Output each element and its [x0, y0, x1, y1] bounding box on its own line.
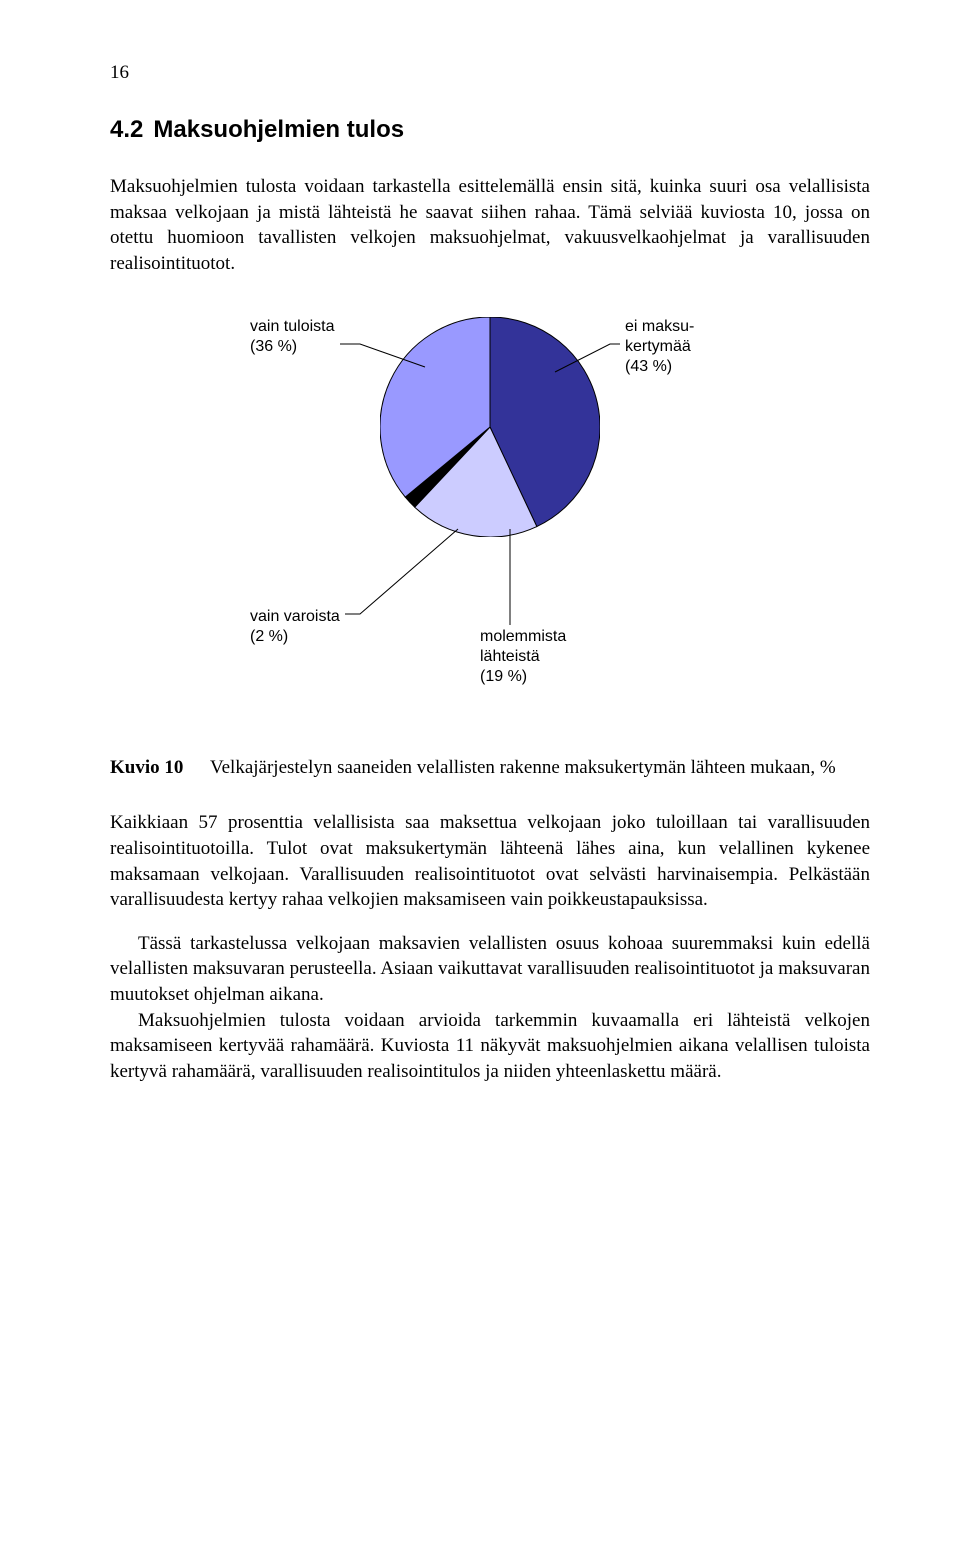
heading-number: 4.2: [110, 116, 143, 143]
heading-title: Maksuohjelmien tulos: [153, 116, 404, 143]
leader-lines: [210, 307, 770, 737]
caption-text: Velkajärjestelyn saaneiden velallisten r…: [210, 755, 870, 781]
section-heading: 4.2 Maksuohjelmien tulos: [110, 114, 870, 146]
page-number: 16: [110, 60, 870, 86]
paragraph-1: Maksuohjelmien tulosta voidaan tarkastel…: [110, 174, 870, 277]
paragraph-3: Tässä tarkastelussa velkojaan maksavien …: [110, 931, 870, 1008]
pie-chart-inner: vain tuloista (36 %) ei maksu- kertymää …: [210, 307, 770, 737]
figure-caption: Kuvio 10 Velkajärjestelyn saaneiden vela…: [110, 755, 870, 781]
caption-label: Kuvio 10: [110, 755, 210, 781]
pie-chart: vain tuloista (36 %) ei maksu- kertymää …: [110, 307, 870, 737]
paragraph-2: Kaikkiaan 57 prosenttia velallisista saa…: [110, 810, 870, 913]
paragraph-4: Maksuohjelmien tulosta voidaan arvioida …: [110, 1008, 870, 1085]
